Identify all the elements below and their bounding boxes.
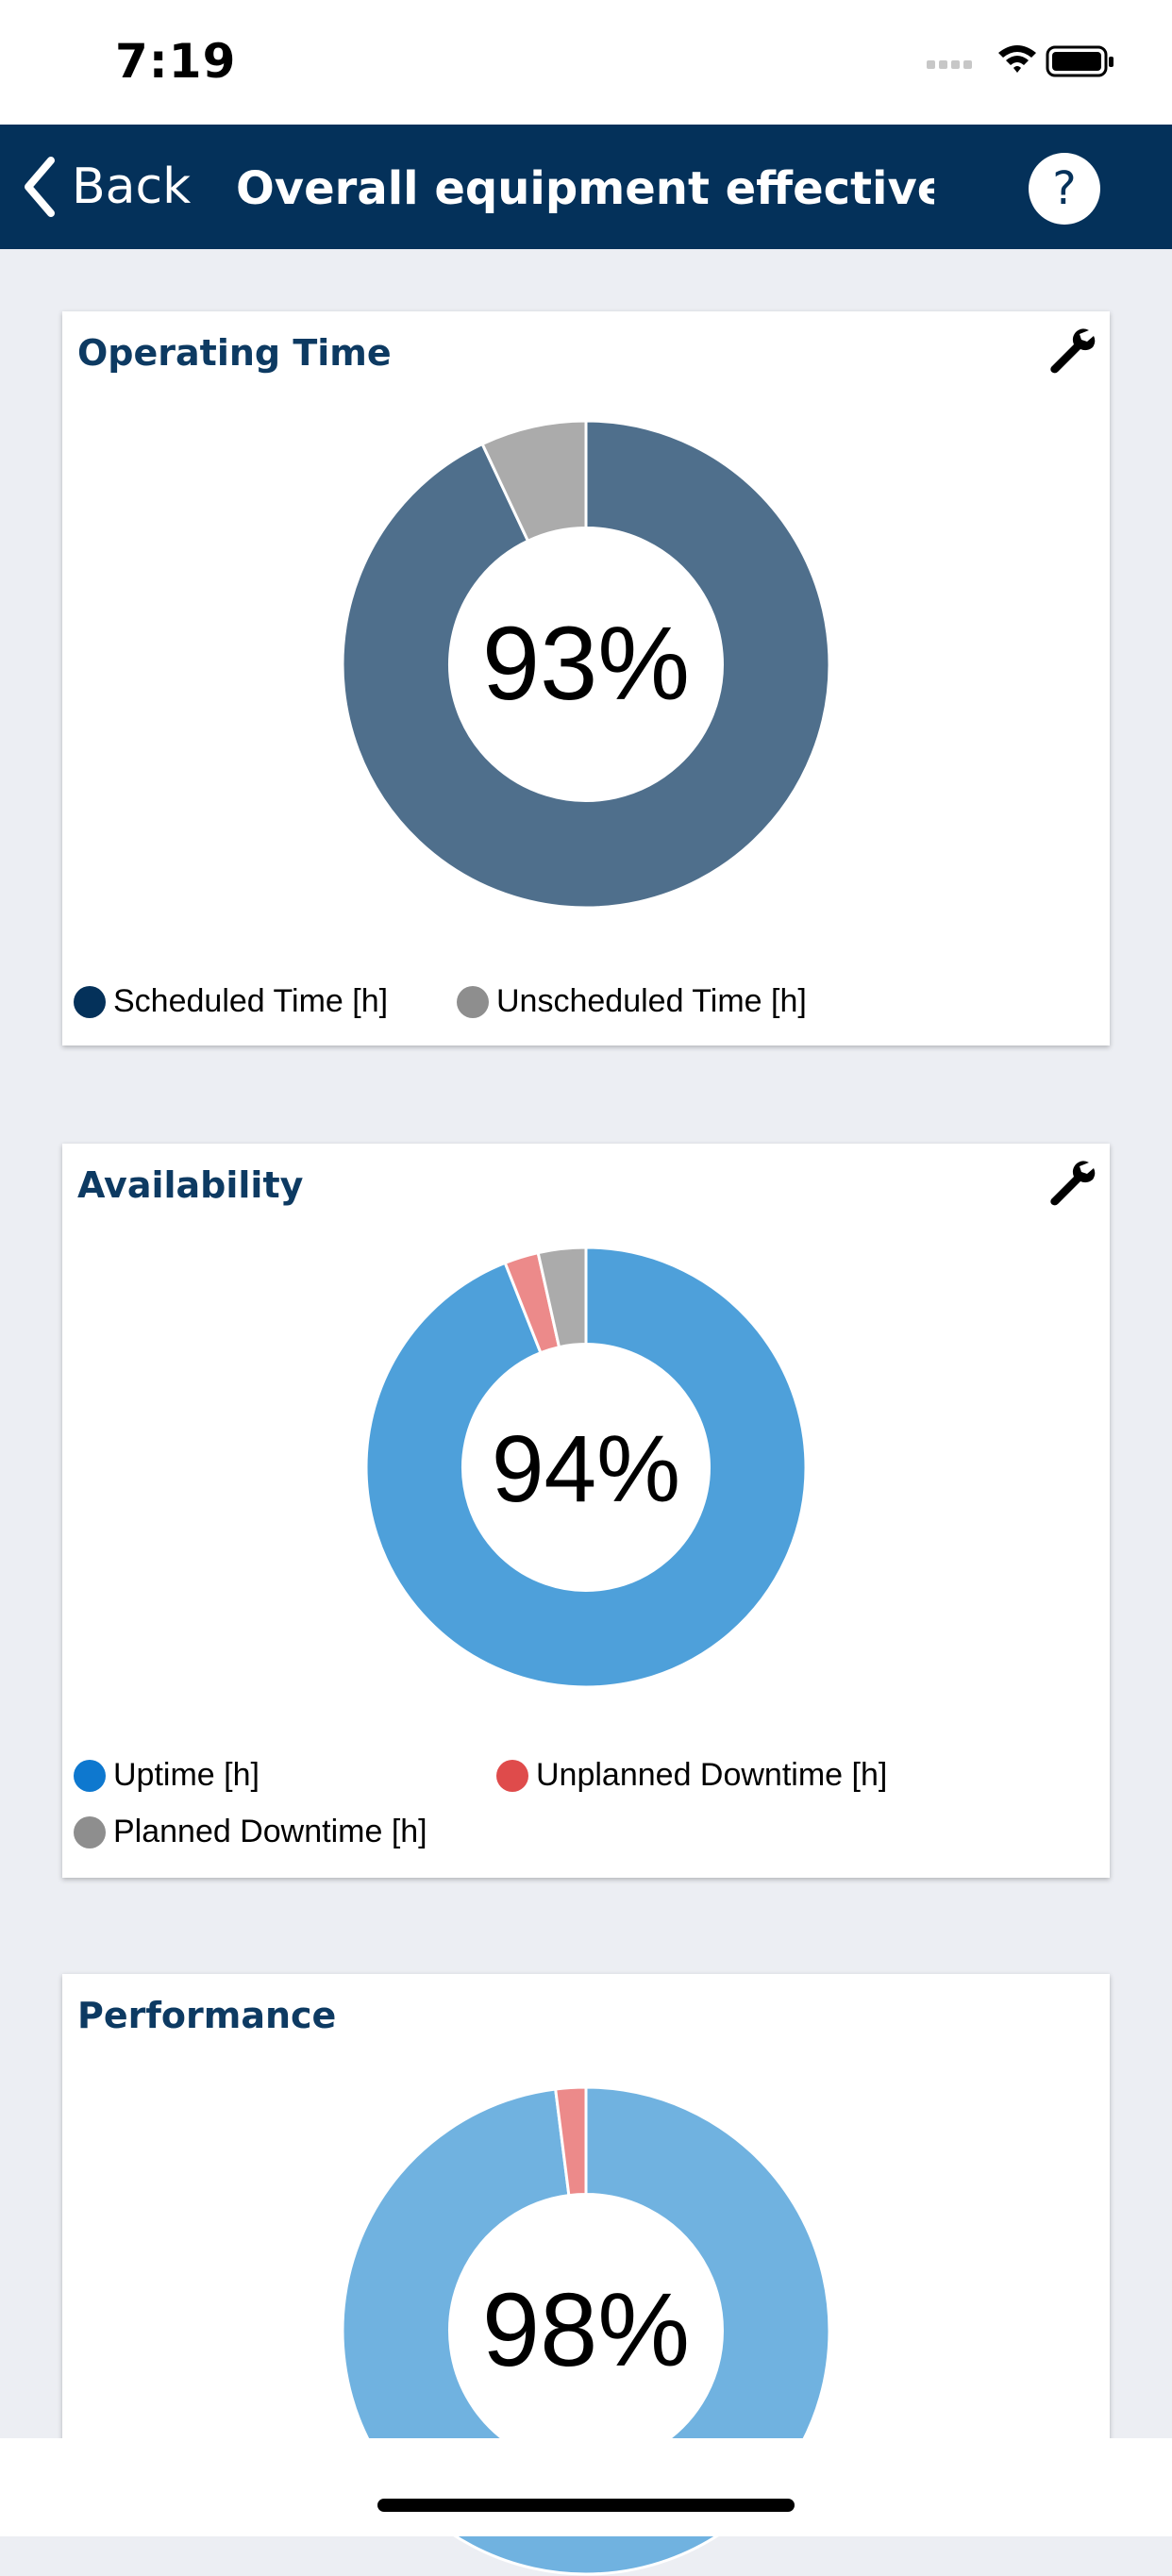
home-indicator-area xyxy=(0,2438,1172,2536)
operating-time-donut xyxy=(341,419,831,910)
card-title: Operating Time xyxy=(77,332,392,374)
legend-item: Planned Downtime [h] xyxy=(74,1814,427,1850)
donut-slice-0 xyxy=(364,1246,808,1689)
wifi-icon xyxy=(998,45,1036,73)
legend-swatch xyxy=(457,985,489,1018)
donut-center-value: 93% xyxy=(481,606,691,722)
battery-icon xyxy=(1046,45,1113,77)
donut-slice-1 xyxy=(480,419,588,544)
card-title: Availability xyxy=(77,1164,304,1206)
help-icon: ? xyxy=(1052,162,1077,215)
donut-center-value: 98% xyxy=(481,2272,691,2388)
legend-label: Uptime [h] xyxy=(113,1757,260,1793)
legend-item: Uptime [h] xyxy=(74,1757,260,1794)
status-bar: 7:19 xyxy=(0,0,1172,125)
availability-donut xyxy=(364,1246,808,1689)
legend-swatch xyxy=(496,1759,528,1792)
status-icons xyxy=(927,45,1113,77)
performance-card: Performance 98% xyxy=(62,1974,1110,2576)
legend-swatch xyxy=(74,1759,106,1792)
legend-item: Scheduled Time [h] xyxy=(74,983,388,1020)
wrench-icon[interactable] xyxy=(1044,325,1097,377)
card-title: Performance xyxy=(77,1995,337,2036)
back-label: Back xyxy=(72,159,192,215)
donut-slice-1 xyxy=(553,2085,588,2198)
chevron-left-icon xyxy=(25,157,55,217)
legend-swatch xyxy=(74,1815,106,1848)
availability-card: Availability 94% Uptime [h] Unplanned Do… xyxy=(62,1144,1110,1878)
legend-label: Scheduled Time [h] xyxy=(113,983,389,1019)
signal-icon xyxy=(927,60,972,69)
donut-center-value: 94% xyxy=(491,1416,681,1522)
home-indicator[interactable] xyxy=(377,2499,795,2512)
legend-swatch xyxy=(74,985,106,1018)
back-button[interactable]: Back xyxy=(21,151,191,223)
donut-slice-2 xyxy=(536,1246,588,1349)
help-button[interactable]: ? xyxy=(1029,153,1100,225)
legend-label: Planned Downtime [h] xyxy=(113,1814,427,1849)
status-time: 7:19 xyxy=(115,34,237,89)
legend-item: Unscheduled Time [h] xyxy=(457,983,807,1020)
legend-label: Unscheduled Time [h] xyxy=(496,983,807,1019)
page-title: Overall equipment effective... xyxy=(236,162,934,215)
operating-time-card: Operating Time 93% Scheduled Time [h] Un… xyxy=(62,311,1110,1045)
navigation-bar: Back Overall equipment effective... ? xyxy=(0,125,1172,249)
donut-slice-0 xyxy=(341,419,831,910)
legend-item: Unplanned Downtime [h] xyxy=(496,1757,887,1794)
wrench-icon[interactable] xyxy=(1044,1157,1097,1210)
legend-label: Unplanned Downtime [h] xyxy=(536,1757,888,1793)
